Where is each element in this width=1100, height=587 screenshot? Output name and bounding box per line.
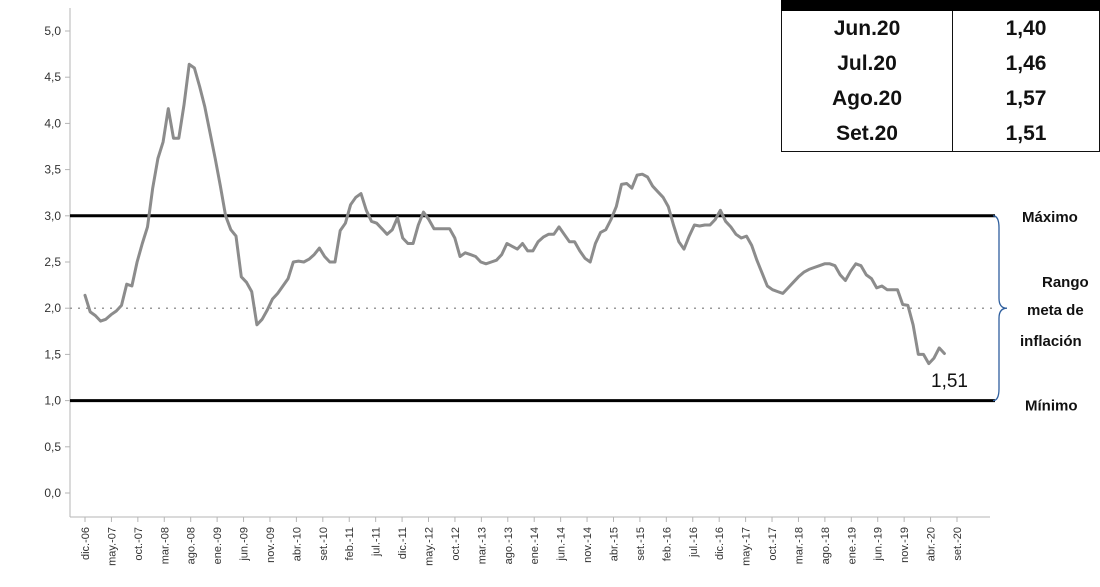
y-tick-label: 3,5 — [44, 163, 61, 177]
range-label-line: meta de — [1027, 302, 1084, 319]
range-brace — [992, 215, 1008, 402]
x-tick-label: set.-20 — [952, 527, 964, 561]
x-tick-label: mar.-08 — [159, 527, 171, 564]
x-tick-label: jul.-16 — [688, 527, 700, 558]
table-cell-month: Set.20 — [781, 116, 953, 152]
range-label-line: Rango — [1042, 274, 1089, 291]
table-cell-month: Ago.20 — [781, 81, 953, 116]
table-cell-month: Jul.20 — [781, 46, 953, 81]
x-tick-label: jun.-14 — [556, 527, 568, 562]
x-tick-label: ago.-08 — [186, 527, 198, 564]
x-tick-label: jun.-09 — [239, 527, 251, 562]
recent-values-table: Jun.20 1,40 Jul.20 1,46 Ago.20 1,57 Set.… — [781, 0, 1100, 152]
table-cell-value: 1,40 — [952, 10, 1100, 46]
x-tick-label: mar.-13 — [476, 527, 488, 564]
x-tick-label: may.-17 — [741, 527, 753, 566]
range-label-line: inflación — [1020, 333, 1082, 350]
x-tick-label: mar.-18 — [793, 527, 805, 564]
x-tick-label: jun.-19 — [873, 527, 885, 562]
x-tick-label: nov.-09 — [265, 527, 277, 563]
x-tick-label: feb.-11 — [344, 527, 356, 560]
annotations: Máximo Mínimo Rango meta de inflación 1,51 — [931, 209, 1089, 415]
y-tick-label: 4,0 — [44, 116, 61, 130]
y-tick-label: 0,5 — [44, 440, 61, 454]
x-tick-label: ago.-18 — [820, 527, 832, 564]
table-cell-month: Jun.20 — [781, 10, 953, 46]
last-value-label: 1,51 — [931, 371, 968, 392]
table-cell-value: 1,57 — [952, 81, 1100, 116]
x-tick-label: abr.-10 — [291, 527, 303, 561]
x-tick-label: may.-12 — [424, 527, 436, 566]
y-tick-label: 4,5 — [44, 70, 61, 84]
min-label: Mínimo — [1025, 398, 1078, 415]
table-cell-value: 1,51 — [952, 116, 1100, 152]
x-tick-label: ago.-13 — [503, 527, 515, 564]
y-tick-label: 0,0 — [44, 486, 61, 500]
x-axis-ticks: dic.-06 may.-07 oct.-07 mar.-08 ago.-08 ene.-… — [80, 517, 964, 566]
x-tick-label: abr.-15 — [608, 527, 620, 561]
x-tick-label: oct.-07 — [133, 527, 145, 561]
series-group — [83, 62, 946, 366]
x-tick-label: abr.-20 — [926, 527, 938, 561]
x-tick-label: dic.-06 — [80, 527, 92, 560]
table-row: Jun.20 1,40 — [781, 10, 1100, 46]
target-band-lines — [70, 214, 995, 403]
x-tick-label: ene.-14 — [529, 527, 541, 564]
x-tick-label: nov.-19 — [899, 527, 911, 563]
table-row: Jul.20 1,46 — [781, 46, 1100, 81]
y-tick-label: 2,0 — [44, 301, 61, 315]
x-tick-label: jul.-11 — [371, 527, 383, 557]
y-tick-label: 1,0 — [44, 394, 61, 408]
x-tick-label: set.-10 — [318, 527, 330, 561]
x-tick-label: nov.-14 — [582, 527, 594, 563]
x-tick-label: may.-07 — [106, 527, 118, 566]
inflation-series-line — [83, 62, 946, 366]
max-label: Máximo — [1022, 209, 1078, 226]
y-tick-label: 5,0 — [44, 24, 61, 38]
table-row: Ago.20 1,57 — [781, 81, 1100, 116]
x-tick-label: oct.-17 — [767, 527, 779, 561]
table-row: Set.20 1,51 — [781, 116, 1100, 152]
x-tick-label: set.-15 — [635, 527, 647, 561]
y-axis-ticks: 0,0 0,5 1,0 1,5 2,0 2,5 3,0 3,5 4,0 4,5 5,0 — [44, 24, 70, 500]
y-tick-label: 3,0 — [44, 209, 61, 223]
y-tick-label: 1,5 — [44, 347, 61, 361]
x-tick-label: feb.-16 — [661, 527, 673, 561]
x-tick-label: dic.-11 — [397, 527, 409, 559]
y-tick-label: 2,5 — [44, 255, 61, 269]
x-tick-label: ene.-09 — [212, 527, 224, 564]
table-cell-value: 1,46 — [952, 46, 1100, 81]
x-tick-label: oct.-12 — [450, 527, 462, 561]
x-tick-label: dic.-16 — [714, 527, 726, 560]
x-tick-label: ene.-19 — [846, 527, 858, 564]
